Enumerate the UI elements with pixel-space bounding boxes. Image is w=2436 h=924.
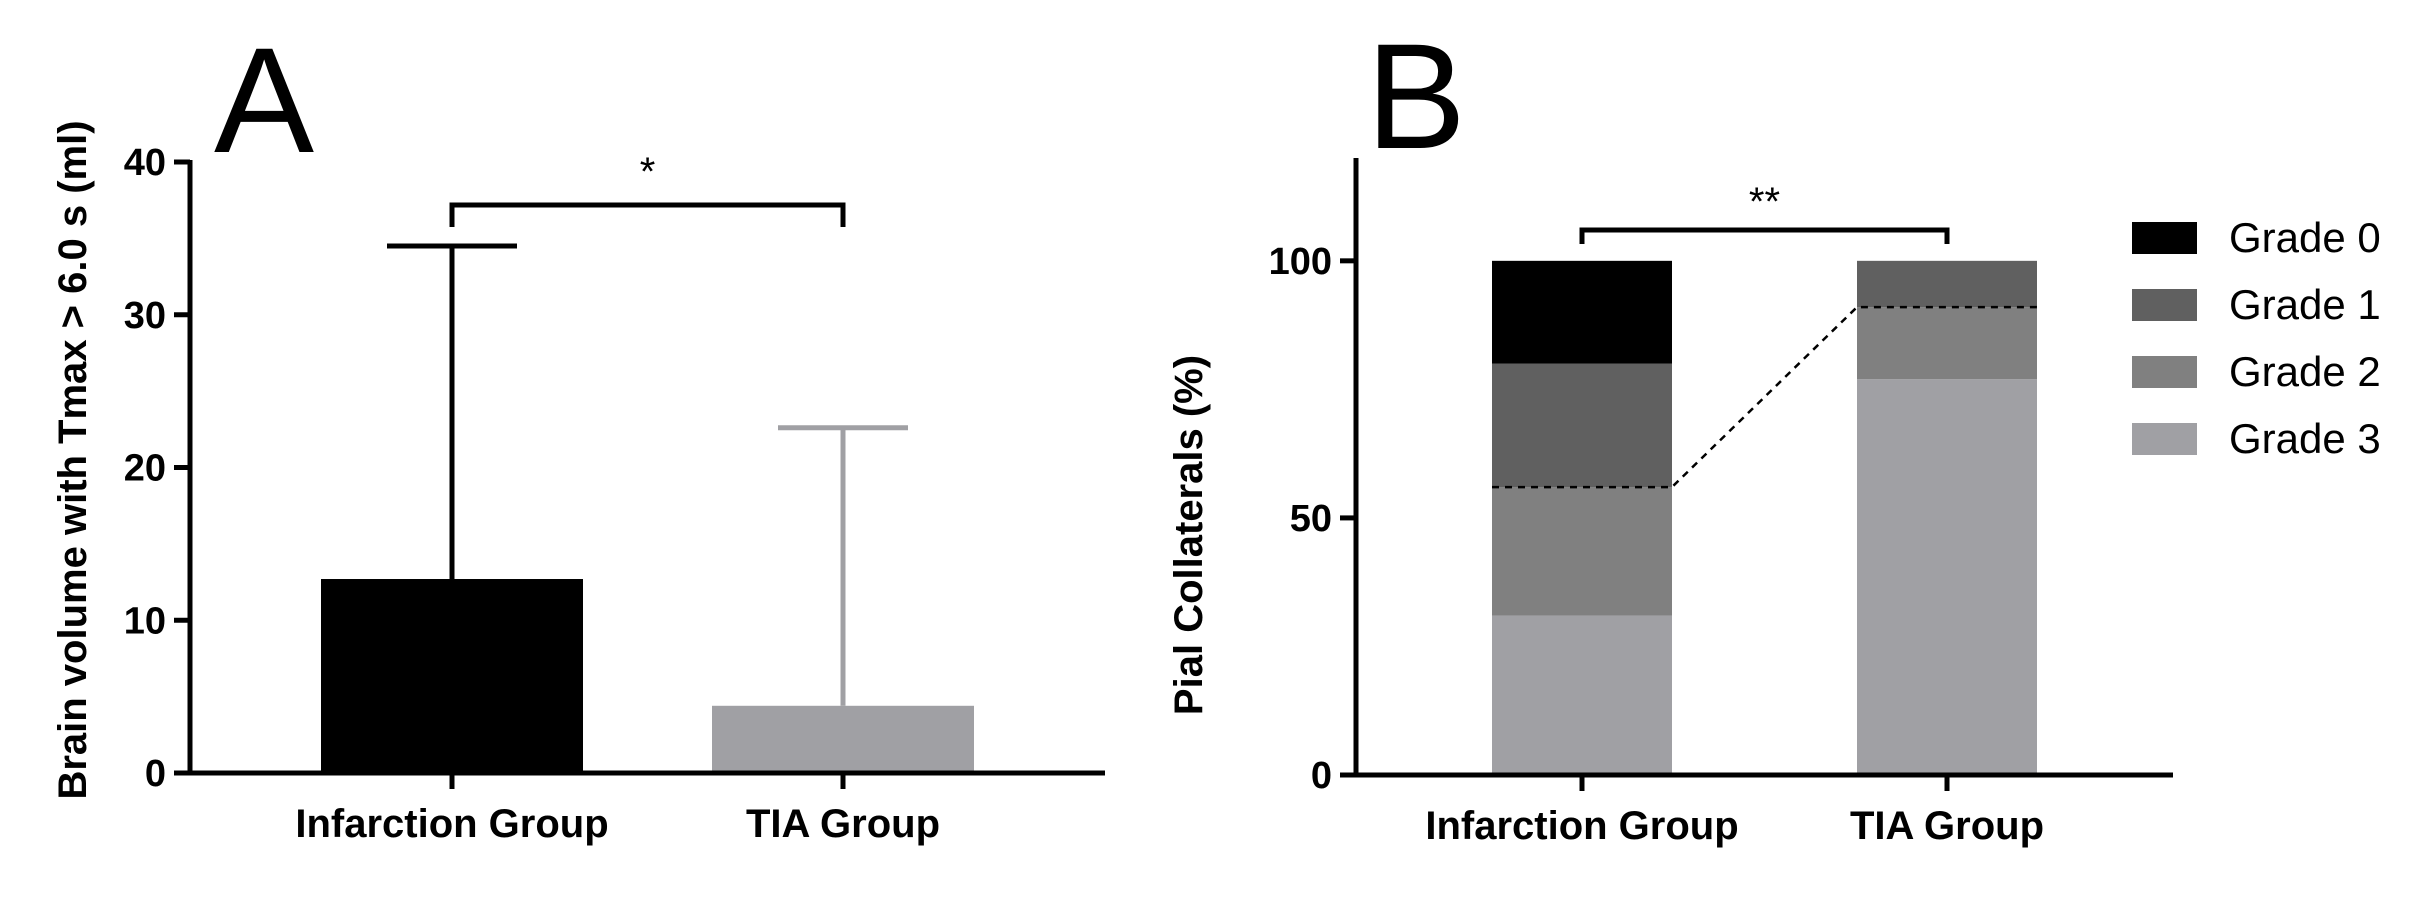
panel-a-y-tick-label: 20 (124, 448, 166, 490)
panel-a-significance: * (449, 150, 846, 227)
panel-a-y-tick-label: 30 (124, 295, 166, 337)
panel-b-legend-label-grade-3: Grade 3 (2229, 415, 2381, 462)
panel-b-legend-swatch-grade-0 (2132, 222, 2197, 254)
panel-b-bar-segment-grade-3-tia-group (1857, 379, 2037, 775)
panel-b-bar-segment-grade-1-infarction-group (1492, 363, 1672, 488)
panel-b-y-tick-label: 100 (1269, 241, 1332, 283)
panel-a-y-tick-label: 0 (145, 753, 166, 795)
panel-a-significance-bracket (449, 202, 846, 227)
panel-a-categories: Infarction Group TIA Group (295, 802, 940, 846)
panel-b-bar-segment-grade-0-infarction-group (1492, 260, 1672, 364)
panel-b-legend-swatch-grade-2 (2132, 356, 2197, 388)
panel-b-y-ticks: 0 50 100 (1269, 241, 1356, 797)
panel-a-category-label: TIA Group (746, 802, 940, 846)
panel-b-category-label: Infarction Group (1425, 804, 1738, 848)
panel-b-significance-bracket (1579, 227, 1950, 244)
panel-b-y-axis-label: Pial Collaterals (%) (1167, 355, 1211, 715)
panel-b-categories: Infarction Group TIA Group (1425, 804, 2044, 848)
panel-b-y-tick-label: 0 (1311, 755, 1332, 797)
panel-b-legend-swatch-grade-1 (2132, 289, 2197, 321)
panel-a-y-tick-label: 40 (124, 142, 166, 184)
panel-b-legend: Grade 0 Grade 1 Grade 2 Grade 3 (2132, 214, 2381, 462)
panel-b-bar-segment-grade-2-infarction-group (1492, 487, 1672, 616)
panel-b-significance: ** (1579, 180, 1950, 244)
panel-a-bar-infarction-group (321, 579, 583, 773)
panel-b-legend-label-grade-1: Grade 1 (2229, 281, 2381, 328)
panel-a-bars (321, 243, 974, 773)
panel-a-y-tick-label: 10 (124, 600, 166, 642)
panel-b-legend-label-grade-0: Grade 0 (2229, 214, 2381, 261)
panel-a-y-ticks: 0 10 20 30 40 (124, 142, 190, 795)
panel-a-letter: A (214, 16, 314, 184)
panel-b-bar-segment-grade-1-tia-group (1857, 260, 2037, 308)
panel-b-axes (1353, 158, 2173, 791)
panel-b-legend-swatch-grade-3 (2132, 423, 2197, 455)
panel-b: B Pial Collaterals (%) 0 50 100 Infarction… (1167, 12, 2381, 848)
panel-b-category-label: TIA Group (1850, 804, 2044, 848)
panel-b-significance-label: ** (1749, 180, 1780, 224)
panel-a-axes (187, 160, 1105, 789)
panel-b-bar-segment-grade-3-infarction-group (1492, 615, 1672, 775)
panel-b-bar-segment-grade-2-tia-group (1857, 307, 2037, 380)
panel-a-significance-label: * (640, 150, 656, 194)
panel-a-bar-tia-group (712, 705, 974, 773)
panel-b-letter: B (1366, 12, 1466, 180)
panel-b-legend-label-grade-2: Grade 2 (2229, 348, 2381, 395)
panel-b-y-tick-label: 50 (1290, 498, 1332, 540)
panel-a-category-label: Infarction Group (295, 802, 608, 846)
panel-a-y-axis-label: Brain volume with Tmax > 6.0 s (ml) (51, 120, 95, 799)
panel-b-bars (1492, 260, 2037, 775)
panel-a: A Brain volume with Tmax > 6.0 s (ml) 0 1… (51, 16, 1105, 846)
